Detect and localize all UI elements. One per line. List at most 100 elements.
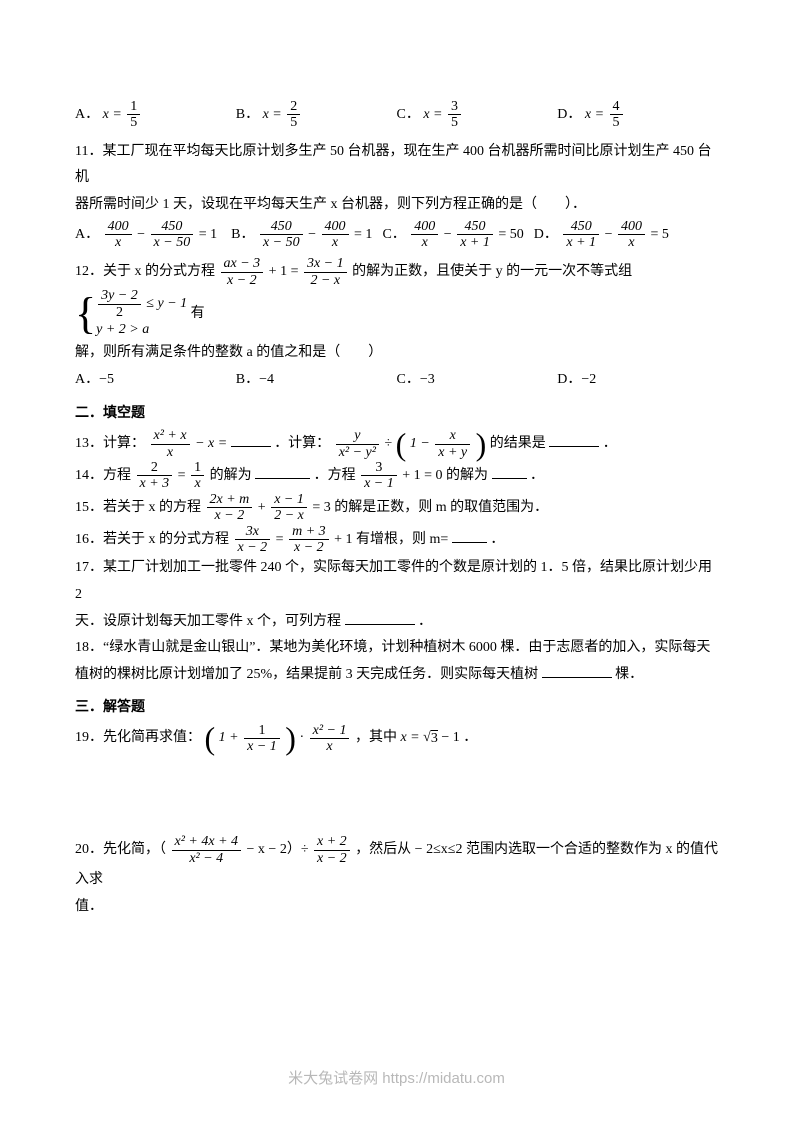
fraction: yx² − y² [336,428,379,460]
fraction: m + 3x − 2 [289,524,329,556]
fraction: 35 [448,99,461,131]
text: 的解是正数，则 m 的取值范围为． [334,500,548,515]
q14: 14．方程 2x + 3 = 1x 的解为 ．方程 3x − 1 + 1 = 0… [75,460,718,492]
text: 14．方程 [75,468,131,483]
text: 有 [191,306,205,321]
fraction: 2x + mx − 2 [207,492,253,524]
text: 1 − [410,436,430,451]
q12-line2: 解，则所有满足条件的整数 a 的值之和是（ ） [75,340,718,367]
text: 20．先化简，（ [75,843,166,858]
spacer [75,754,718,834]
fraction: 3x − 12 − x [304,256,347,288]
text: ．方程 [314,468,356,483]
text: ，其中 [355,731,401,746]
opt-label: B． [236,107,259,122]
text: − x = [195,436,227,451]
section-3-heading: 三．解答题 [75,694,718,722]
text: ． [603,436,617,451]
fraction: x + 2x − 2 [314,834,350,866]
q20-line1: 20．先化简，（ x² + 4x + 4x² − 4 − x − 2）÷ x +… [75,834,718,894]
text: + 1 = 0 [402,468,442,483]
text: 12．关于 x 的分式方程 [75,264,215,279]
blank-input[interactable] [549,432,599,447]
fraction: 2x + 3 [137,460,173,492]
fraction: xx + y [435,428,470,460]
text: 的结果是 [490,436,546,451]
rhs: = 1 [354,227,372,242]
text: 16．若关于 x 的分式方程 [75,532,229,547]
fraction: 1x − 1 [244,723,280,755]
fraction: 400x [105,219,132,251]
q12-opt-a: A．−5 [75,366,236,394]
fraction: x² − 1x [310,723,350,755]
text: − 1 ． [438,731,477,746]
q11-line2: 器所需时间少 1 天，设现在平均每天生产 x 台机器，则下列方程正确的是（ ）． [75,192,718,219]
paren-close-icon: ) [476,426,487,462]
opt-label: C． [397,107,420,122]
q10-opt-d: D． x = 45 [557,99,718,131]
blank-input[interactable] [492,464,527,479]
text: 15．若关于 x 的方程 [75,500,201,515]
opt-lhs: x = [585,107,604,122]
fraction: ax − 3x − 2 [221,256,264,288]
text: 植树的棵树比原计划增加了 25%，结果提前 3 天完成任务．则实际每天植树 [75,667,538,682]
fraction: 25 [287,99,300,131]
q17-line1: 17．某工厂计划加工一批零件 240 个，实际每天加工零件的个数是原计划的 1．… [75,555,718,608]
fraction: 450x − 50 [151,219,194,251]
text: ≤ y − 1 [146,296,187,311]
page-footer: 米大兔试卷网 https://midatu.com [0,1064,793,1094]
fraction: x − 12 − x [271,492,307,524]
q20-line2: 值． [75,894,718,921]
fraction: 450x + 1 [563,219,599,251]
opt-label: A． [75,227,99,242]
text: · [299,731,304,746]
text: ．计算： [274,436,330,451]
text: 棵． [615,667,643,682]
fraction: 450x − 50 [260,219,303,251]
text: 19．先化简再求值： [75,731,201,746]
text: x = [400,731,423,746]
q12-line1: 12．关于 x 的分式方程 ax − 3x − 2 + 1 = 3x − 12 … [75,256,718,339]
text: 的解为正数，且使关于 y 的一元一次不等式组 [352,264,632,279]
blank-input[interactable] [255,464,310,479]
q12-opt-d: D．−2 [557,366,718,394]
q10-opt-b: B． x = 25 [236,99,397,131]
q10-opt-a: A． x = 15 [75,99,236,131]
q18-line1: 18．“绿水青山就是金山银山”．某地为美化环境，计划种植树木 6000 棵．由于… [75,635,718,662]
q11-line1: 11．某工厂现在平均每天比原计划多生产 50 台机器，现在生产 400 台机器所… [75,139,718,192]
rhs: = 1 [199,227,217,242]
q10-opt-c: C． x = 35 [397,99,558,131]
paren-open-icon: ( [205,720,216,756]
fraction: 15 [127,99,140,131]
text: + 1 = [269,264,299,279]
q11-opt-b: B． 450x − 50 − 400x = 1 [231,219,372,251]
text: 的解为 [210,468,252,483]
q16: 16．若关于 x 的分式方程 3xx − 2 = m + 3x − 2 + 1 … [75,524,718,556]
text: 13．计算： [75,436,145,451]
text: 1 + [219,731,239,746]
q18-line2: 植树的棵树比原计划增加了 25%，结果提前 3 天完成任务．则实际每天植树 棵． [75,662,718,689]
paren-close-icon: ) [285,720,296,756]
text: ． [418,614,432,629]
fraction: 3xx − 2 [235,524,271,556]
fraction: 450x + 1 [457,219,493,251]
fraction: 400x [322,219,349,251]
opt-label: D． [557,107,581,122]
blank-input[interactable] [542,663,612,678]
paren-open-icon: ( [396,426,407,462]
q13: 13．计算： x² + xx − x = ．计算： yx² − y² ÷ ( 1… [75,428,718,460]
blank-input[interactable] [345,610,415,625]
rhs: = 50 [498,227,523,242]
inequality-system: { 3y − 22 ≤ y − 1 y + 2 > a [75,288,187,339]
fraction: x² + 4x + 4x² − 4 [172,834,242,866]
text: 的解为 [446,468,488,483]
blank-input[interactable] [231,432,271,447]
q17-line2: 天．设原计划每天加工零件 x 个，可列方程 ． [75,609,718,636]
text: ． [490,532,504,547]
q10-options: A． x = 15 B． x = 25 C． x = 35 D． x = 45 [75,99,718,131]
blank-input[interactable] [452,528,487,543]
text: 有增根，则 m= [356,532,448,547]
opt-lhs: x = [103,107,122,122]
text: − x − 2）÷ [247,843,312,858]
opt-lhs: x = [423,107,442,122]
